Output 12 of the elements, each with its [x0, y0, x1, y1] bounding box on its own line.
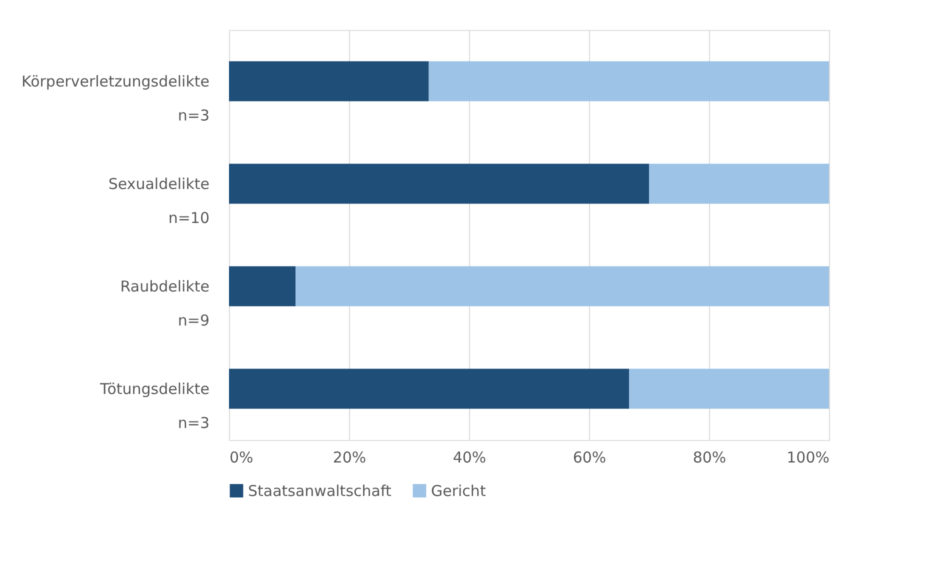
- x-tick-label: 100%: [786, 448, 830, 466]
- x-tick-label: 0%: [230, 448, 254, 466]
- y-tick-label: Körperverletzungsdelikte n=3: [21, 72, 210, 124]
- x-tick-label: 80%: [692, 448, 726, 466]
- y-tick-label: Tötungsdelikte n=3: [99, 380, 210, 432]
- legend-label: Gericht: [431, 482, 486, 500]
- x-tick-label: 40%: [452, 448, 486, 466]
- y-tick-label: Raubdelikte n=9: [120, 277, 210, 330]
- x-tick-label: 20%: [332, 448, 366, 466]
- x-tick-label: 60%: [572, 448, 606, 466]
- legend-label: Staatsanwaltschaft: [248, 482, 392, 500]
- y-tick-label: Sexualdelikte n=10: [108, 174, 210, 227]
